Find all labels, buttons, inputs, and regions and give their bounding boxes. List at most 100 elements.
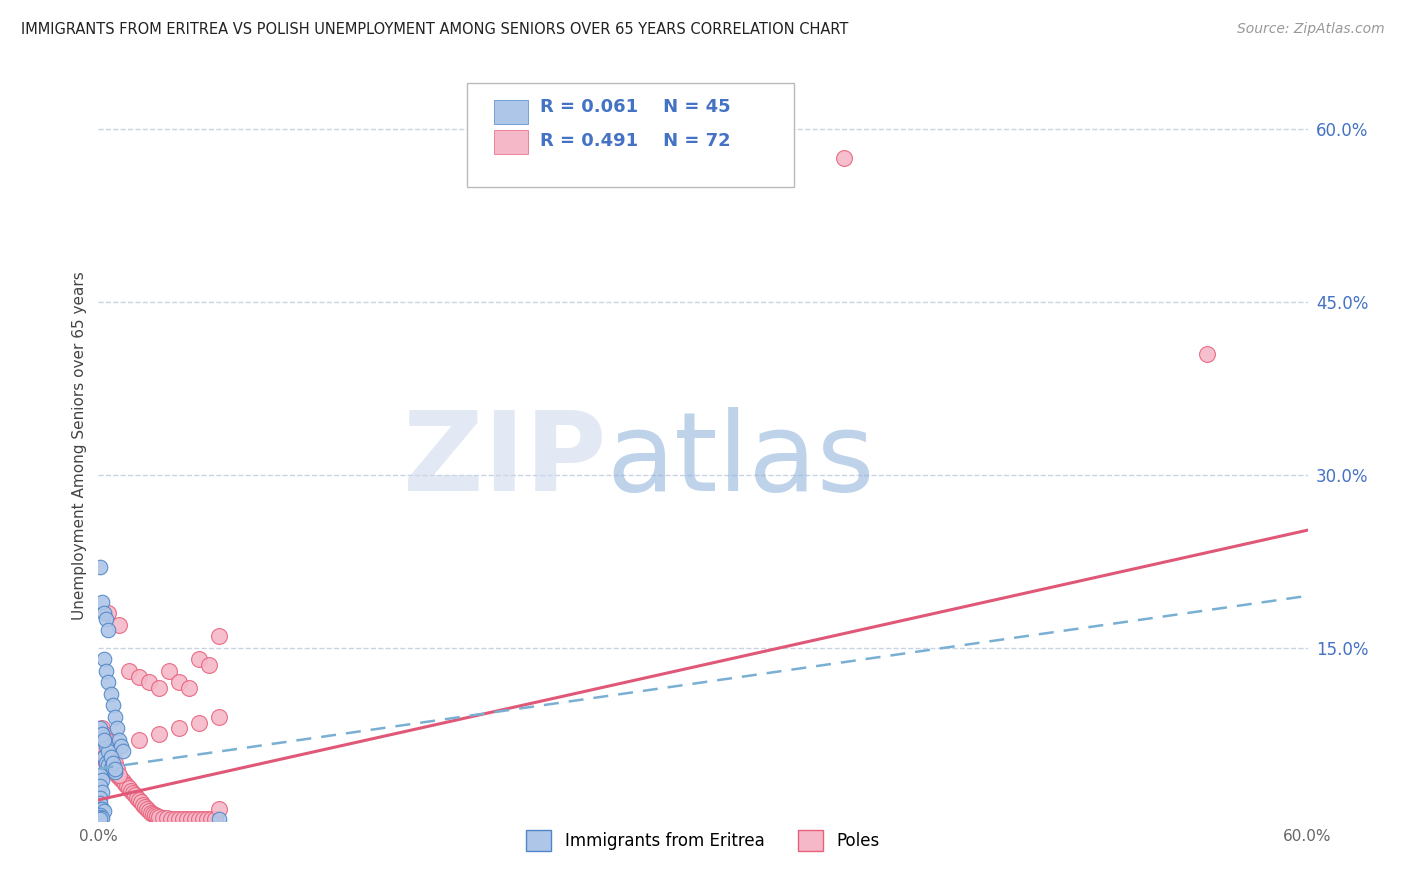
Point: [128, 733, 150, 747]
Point: [89, 560, 111, 574]
Point: [97, 739, 120, 753]
Text: R = 0.061    N = 45: R = 0.061 N = 45: [540, 97, 730, 116]
Point: [208, 813, 231, 827]
Point: [91, 802, 114, 816]
Point: [172, 813, 194, 827]
Point: [198, 658, 221, 673]
Point: [176, 813, 198, 827]
Point: [96, 739, 118, 753]
Point: [138, 805, 160, 819]
Point: [832, 151, 855, 165]
Point: [134, 799, 156, 814]
Point: [101, 756, 124, 770]
Point: [97, 675, 120, 690]
Point: [91, 727, 114, 741]
Point: [89, 790, 111, 805]
Point: [93, 652, 115, 666]
Point: [103, 762, 125, 776]
Point: [89, 813, 111, 827]
Point: [100, 687, 122, 701]
Point: [167, 722, 190, 736]
Point: [101, 763, 124, 777]
Text: IMMIGRANTS FROM ERITREA VS POLISH UNEMPLOYMENT AMONG SENIORS OVER 65 YEARS CORRE: IMMIGRANTS FROM ERITREA VS POLISH UNEMPL…: [21, 22, 848, 37]
Point: [96, 756, 118, 770]
Point: [148, 727, 170, 741]
Text: ZIP: ZIP: [404, 408, 606, 515]
Point: [89, 722, 111, 736]
Point: [93, 733, 115, 747]
Point: [100, 761, 122, 775]
Point: [100, 761, 122, 775]
Point: [118, 781, 141, 796]
Point: [103, 765, 125, 780]
Point: [105, 767, 128, 781]
Point: [188, 813, 211, 827]
Point: [115, 779, 138, 793]
Point: [120, 783, 142, 797]
Point: [184, 813, 207, 827]
Point: [156, 811, 179, 825]
Point: [195, 813, 218, 827]
Point: [101, 698, 124, 713]
Point: [152, 811, 174, 825]
Point: [91, 785, 114, 799]
Point: [188, 652, 211, 666]
Point: [89, 797, 111, 811]
Point: [89, 810, 111, 824]
Point: [129, 795, 152, 809]
Point: [160, 813, 183, 827]
Point: [146, 809, 169, 823]
Point: [97, 606, 120, 620]
Point: [128, 793, 150, 807]
Point: [91, 773, 114, 788]
Point: [105, 722, 128, 736]
Point: [96, 756, 118, 770]
Point: [96, 612, 118, 626]
Point: [167, 813, 190, 827]
Point: [103, 710, 125, 724]
Point: [208, 802, 231, 816]
Point: [128, 669, 150, 683]
Point: [91, 594, 114, 608]
Point: [204, 813, 226, 827]
Point: [89, 808, 111, 822]
Point: [1195, 347, 1218, 361]
Point: [111, 744, 134, 758]
Point: [91, 722, 114, 736]
FancyBboxPatch shape: [494, 130, 527, 153]
Point: [135, 802, 157, 816]
Point: [91, 727, 114, 741]
Point: [111, 774, 134, 789]
Point: [143, 808, 166, 822]
Point: [107, 770, 129, 784]
Point: [89, 767, 111, 781]
Point: [121, 786, 143, 800]
Text: R = 0.491    N = 72: R = 0.491 N = 72: [540, 132, 730, 150]
Point: [107, 617, 129, 632]
Point: [93, 750, 115, 764]
Point: [157, 664, 180, 678]
Text: atlas: atlas: [606, 408, 875, 515]
Point: [118, 664, 141, 678]
Y-axis label: Unemployment Among Seniors over 65 years: Unemployment Among Seniors over 65 years: [72, 272, 87, 620]
Text: Source: ZipAtlas.com: Source: ZipAtlas.com: [1237, 22, 1385, 37]
Point: [89, 802, 111, 816]
Point: [97, 758, 120, 772]
Point: [139, 805, 162, 820]
Point: [97, 624, 120, 638]
Point: [200, 813, 222, 827]
Point: [101, 763, 124, 777]
Point: [91, 744, 114, 758]
Point: [93, 805, 115, 819]
Point: [132, 797, 155, 812]
Point: [179, 681, 201, 695]
Point: [188, 715, 211, 730]
Point: [167, 675, 190, 690]
Point: [180, 813, 202, 827]
Point: [103, 756, 125, 770]
Point: [96, 733, 118, 747]
Point: [100, 750, 122, 764]
FancyBboxPatch shape: [467, 83, 793, 187]
Point: [107, 733, 129, 747]
Point: [163, 813, 186, 827]
